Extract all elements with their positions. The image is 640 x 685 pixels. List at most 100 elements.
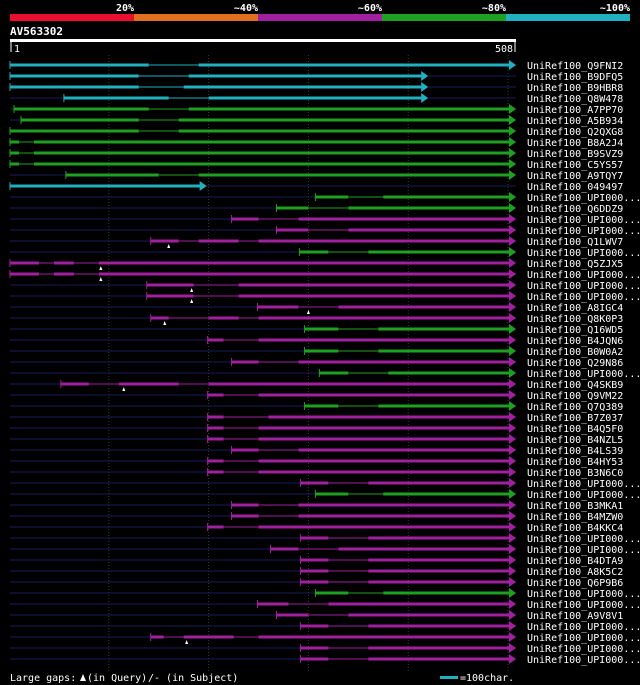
hit-label[interactable]: UniRef100_UPI000... — [527, 479, 640, 490]
hit-label[interactable]: UniRef100_UPI000... — [527, 534, 640, 545]
hit-row[interactable]: UniRef100_A9TQY7 — [10, 170, 623, 182]
hit-row[interactable]: UniRef100_B7Z037 — [10, 412, 623, 424]
hit-row[interactable]: UniRef100_UPI000... — [10, 192, 640, 204]
hit-row[interactable]: UniRef100_B8A2J4 — [9, 137, 623, 149]
hit-label[interactable]: UniRef100_UPI000... — [527, 248, 640, 259]
hit-row[interactable]: UniRef100_UPI000... — [10, 544, 640, 556]
hit-row[interactable]: UniRef100_UPI000... — [10, 654, 640, 666]
hit-label[interactable]: UniRef100_B9SVZ9 — [527, 149, 623, 160]
hit-row[interactable]: UniRef100_UPI000... — [10, 280, 640, 292]
hit-row[interactable]: UniRef100_UPI000... — [10, 368, 640, 380]
hit-label[interactable]: UniRef100_UPI000... — [527, 215, 640, 226]
hit-label[interactable]: UniRef100_UPI000... — [527, 644, 640, 655]
hit-row[interactable]: UniRef100_B9DFQ5 — [9, 71, 623, 83]
hit-label[interactable]: UniRef100_UPI000... — [527, 490, 640, 501]
hit-label[interactable]: UniRef100_B4NZL5 — [527, 435, 623, 446]
hit-label[interactable]: UniRef100_A9TQY7 — [527, 171, 623, 182]
hit-label[interactable]: UniRef100_UPI000... — [527, 270, 640, 281]
hit-label[interactable]: UniRef100_B4KKC4 — [527, 523, 623, 534]
hit-row[interactable]: UniRef100_B9SVZ9 — [9, 148, 623, 160]
hit-row[interactable]: UniRef100_UPI000... — [10, 632, 640, 644]
hit-label[interactable]: UniRef100_B0W0A2 — [527, 347, 623, 358]
hit-label[interactable]: UniRef100_B7Z037 — [527, 413, 623, 424]
hit-row[interactable]: UniRef100_Q8K0P3 — [10, 313, 623, 325]
hit-label[interactable]: UniRef100_B3N6C0 — [527, 468, 623, 479]
hit-label[interactable]: UniRef100_Q8K0P3 — [527, 314, 623, 325]
hit-label[interactable]: UniRef100_B4JQN6 — [527, 336, 623, 347]
hit-row[interactable]: UniRef100_Q16WD5 — [10, 324, 623, 336]
hit-label[interactable]: UniRef100_Q7Q389 — [527, 402, 623, 413]
hit-label[interactable]: UniRef100_B4Q5F0 — [527, 424, 623, 435]
hit-label[interactable]: UniRef100_A7PP70 — [527, 105, 623, 116]
hit-row[interactable]: UniRef100_B4Q5F0 — [10, 423, 623, 435]
hit-row[interactable]: UniRef100_UPI000... — [10, 599, 640, 611]
hit-row[interactable]: UniRef100_Q2QXG8 — [9, 126, 623, 138]
hit-label[interactable]: UniRef100_B9HBR8 — [527, 83, 623, 94]
hit-row[interactable]: UniRef100_B3MKA1 — [10, 500, 623, 512]
hit-row[interactable]: UniRef100_049497 — [9, 181, 623, 193]
hit-label[interactable]: UniRef100_UPI000... — [527, 193, 640, 204]
hit-row[interactable]: UniRef100_UPI000... — [9, 269, 640, 281]
hit-label[interactable]: UniRef100_Q2QXG8 — [527, 127, 623, 138]
hit-row[interactable]: UniRef100_A7PP70 — [10, 104, 623, 116]
hit-label[interactable]: UniRef100_UPI000... — [527, 281, 640, 292]
hit-row[interactable]: UniRef100_B4NZL5 — [10, 434, 623, 446]
hit-row[interactable]: UniRef100_A8IGC4 — [10, 302, 623, 314]
hit-label[interactable]: UniRef100_UPI000... — [527, 655, 640, 666]
hit-label[interactable]: UniRef100_Q6P9B6 — [527, 578, 623, 589]
hit-label[interactable]: UniRef100_Q9VM22 — [527, 391, 623, 402]
hit-row[interactable]: UniRef100_Q29N86 — [10, 357, 623, 369]
hit-row[interactable]: UniRef100_B4MZW0 — [10, 511, 623, 523]
hit-label[interactable]: UniRef100_Q6DDZ9 — [527, 204, 623, 215]
hit-label[interactable]: UniRef100_UPI000... — [527, 292, 640, 303]
hit-row[interactable]: UniRef100_Q8W478 — [10, 93, 623, 105]
hit-row[interactable]: UniRef100_A5B934 — [10, 115, 623, 127]
hit-label[interactable]: UniRef100_C5YS57 — [527, 160, 623, 171]
hit-label[interactable]: UniRef100_A5B934 — [527, 116, 623, 127]
hit-label[interactable]: UniRef100_B4HY53 — [527, 457, 623, 468]
hit-row[interactable]: UniRef100_A8K5C2 — [10, 566, 623, 578]
hit-label[interactable]: UniRef100_UPI000... — [527, 589, 640, 600]
hit-row[interactable]: UniRef100_UPI000... — [10, 478, 640, 490]
hit-row[interactable]: UniRef100_UPI000... — [10, 588, 640, 600]
hit-label[interactable]: UniRef100_B3MKA1 — [527, 501, 623, 512]
hit-label[interactable]: UniRef100_UPI000... — [527, 622, 640, 633]
hit-label[interactable]: UniRef100_Q9FNI2 — [527, 61, 623, 72]
hit-row[interactable]: UniRef100_Q6DDZ9 — [10, 203, 623, 215]
hit-row[interactable]: UniRef100_B0W0A2 — [10, 346, 623, 358]
hit-label[interactable]: UniRef100_Q4SKB9 — [527, 380, 623, 391]
hit-label[interactable]: UniRef100_B4DTA9 — [527, 556, 623, 567]
hit-row[interactable]: UniRef100_A9V8V1 — [10, 610, 623, 622]
hit-label[interactable]: UniRef100_B4MZW0 — [527, 512, 623, 523]
hit-row[interactable]: UniRef100_C5YS57 — [9, 159, 623, 171]
hit-label[interactable]: UniRef100_UPI000... — [527, 226, 640, 237]
hit-label[interactable]: UniRef100_A8K5C2 — [527, 567, 623, 578]
hit-row[interactable]: UniRef100_UPI000... — [10, 291, 640, 303]
hit-label[interactable]: UniRef100_B4LS39 — [527, 446, 623, 457]
hit-row[interactable]: UniRef100_UPI000... — [10, 533, 640, 545]
hit-row[interactable]: UniRef100_B4HY53 — [10, 456, 623, 468]
hit-label[interactable]: UniRef100_A8IGC4 — [527, 303, 623, 314]
hit-row[interactable]: UniRef100_UPI000... — [10, 643, 640, 655]
hit-row[interactable]: UniRef100_Q4SKB9 — [10, 379, 623, 391]
hit-row[interactable]: UniRef100_Q7Q389 — [10, 401, 623, 413]
hit-label[interactable]: UniRef100_Q29N86 — [527, 358, 623, 369]
hit-row[interactable]: UniRef100_B3N6C0 — [10, 467, 623, 479]
hit-label[interactable]: UniRef100_UPI000... — [527, 633, 640, 644]
hit-label[interactable]: UniRef100_B8A2J4 — [527, 138, 623, 149]
hit-row[interactable]: UniRef100_B4JQN6 — [10, 335, 623, 347]
hit-row[interactable]: UniRef100_UPI000... — [10, 247, 640, 259]
hit-row[interactable]: UniRef100_Q6P9B6 — [10, 577, 623, 589]
hit-label[interactable]: UniRef100_Q8W478 — [527, 94, 623, 105]
hit-label[interactable]: UniRef100_UPI000... — [527, 369, 640, 380]
hit-row[interactable]: UniRef100_Q1LWV7 — [10, 236, 623, 248]
hit-row[interactable]: UniRef100_Q9FNI2 — [9, 60, 623, 72]
hit-row[interactable]: UniRef100_Q9VM22 — [10, 390, 623, 402]
hit-label[interactable]: UniRef100_UPI000... — [527, 545, 640, 556]
hit-label[interactable]: UniRef100_Q16WD5 — [527, 325, 623, 336]
hit-row[interactable]: UniRef100_Q5ZJX5 — [9, 258, 623, 270]
hit-label[interactable]: UniRef100_B9DFQ5 — [527, 72, 623, 83]
hit-label[interactable]: UniRef100_049497 — [527, 182, 623, 193]
hit-row[interactable]: UniRef100_B4LS39 — [10, 445, 623, 457]
hit-row[interactable]: UniRef100_UPI000... — [10, 214, 640, 226]
